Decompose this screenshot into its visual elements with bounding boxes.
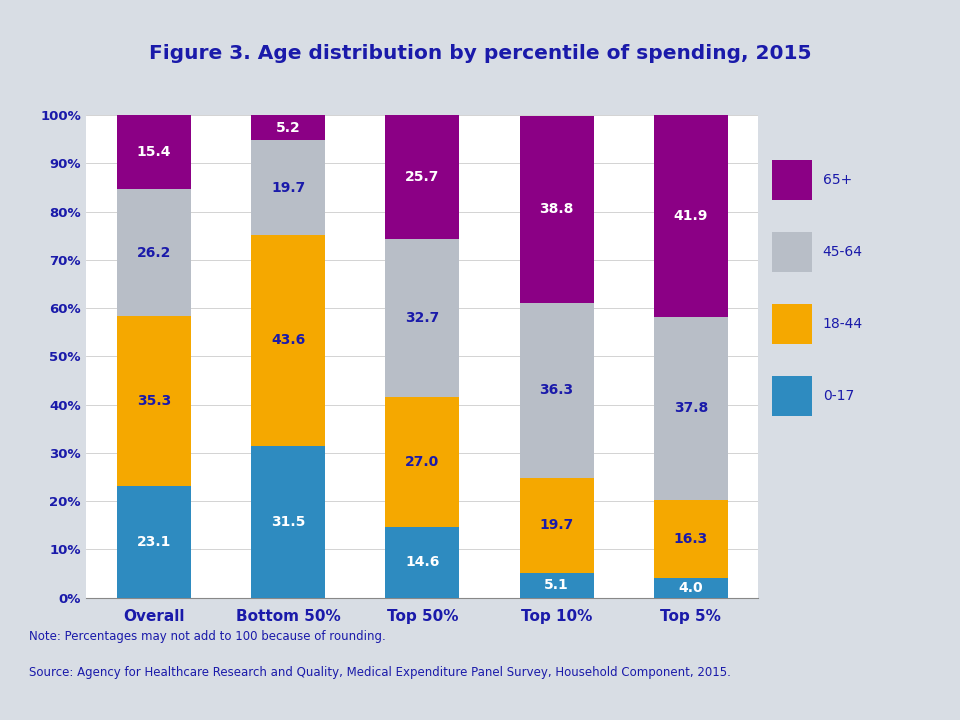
Text: Figure 3. Age distribution by percentile of spending, 2015: Figure 3. Age distribution by percentile… xyxy=(149,44,811,63)
Bar xyxy=(252,115,325,140)
FancyBboxPatch shape xyxy=(772,232,812,272)
Bar xyxy=(519,303,593,478)
Bar xyxy=(117,189,191,316)
Bar xyxy=(654,578,728,598)
Text: 41.9: 41.9 xyxy=(674,210,708,223)
Text: 16.3: 16.3 xyxy=(674,532,708,546)
Text: Source: Agency for Healthcare Research and Quality, Medical Expenditure Panel Su: Source: Agency for Healthcare Research a… xyxy=(29,666,731,679)
Bar xyxy=(117,486,191,598)
Text: 43.6: 43.6 xyxy=(271,333,305,348)
Bar xyxy=(654,500,728,578)
Text: 35.3: 35.3 xyxy=(136,394,171,408)
Bar xyxy=(519,573,593,598)
Bar xyxy=(386,115,459,239)
Bar xyxy=(252,235,325,446)
Text: 36.3: 36.3 xyxy=(540,384,574,397)
Bar xyxy=(519,478,593,573)
Text: 45-64: 45-64 xyxy=(823,245,863,259)
Bar xyxy=(252,446,325,598)
Bar xyxy=(386,527,459,598)
FancyBboxPatch shape xyxy=(772,376,812,416)
Bar xyxy=(386,239,459,397)
FancyBboxPatch shape xyxy=(772,160,812,200)
Bar xyxy=(386,397,459,527)
Text: 18-44: 18-44 xyxy=(823,317,863,331)
Text: 32.7: 32.7 xyxy=(405,311,440,325)
Bar xyxy=(519,116,593,303)
Text: 25.7: 25.7 xyxy=(405,170,440,184)
Text: 5.1: 5.1 xyxy=(544,578,569,593)
Text: 31.5: 31.5 xyxy=(271,515,305,528)
Bar xyxy=(654,318,728,500)
Bar xyxy=(252,140,325,235)
FancyBboxPatch shape xyxy=(772,304,812,344)
Text: 27.0: 27.0 xyxy=(405,455,440,469)
Bar xyxy=(117,316,191,486)
Text: 14.6: 14.6 xyxy=(405,555,440,570)
Text: 19.7: 19.7 xyxy=(540,518,574,533)
Text: 37.8: 37.8 xyxy=(674,402,708,415)
Bar xyxy=(654,115,728,318)
Text: Note: Percentages may not add to 100 because of rounding.: Note: Percentages may not add to 100 bec… xyxy=(29,630,386,643)
Text: 38.8: 38.8 xyxy=(540,202,574,216)
Text: 15.4: 15.4 xyxy=(136,145,171,159)
Text: 65+: 65+ xyxy=(823,173,852,187)
Text: 26.2: 26.2 xyxy=(136,246,171,260)
Text: 0-17: 0-17 xyxy=(823,389,854,403)
Bar xyxy=(117,115,191,189)
Text: 5.2: 5.2 xyxy=(276,121,300,135)
Text: 23.1: 23.1 xyxy=(136,535,171,549)
Text: 19.7: 19.7 xyxy=(271,181,305,195)
Text: 4.0: 4.0 xyxy=(679,581,704,595)
